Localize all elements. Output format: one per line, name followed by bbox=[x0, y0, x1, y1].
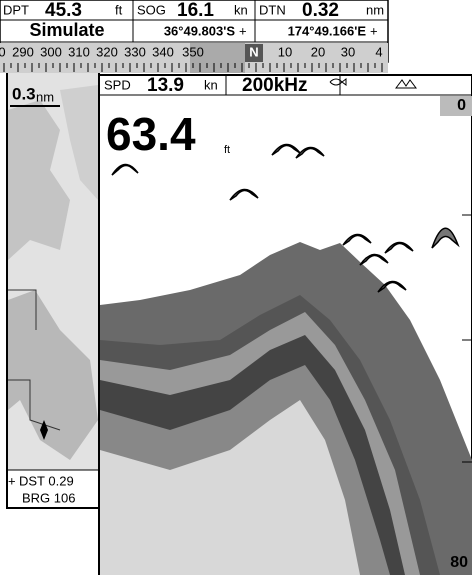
lat-cross: + bbox=[239, 23, 247, 38]
compass-label: 350 bbox=[182, 44, 204, 59]
top-bar: DPT 45.3 ft SOG 16.1 kn DTN 0.32 nm Simu… bbox=[0, 0, 389, 73]
compass-label: 290 bbox=[12, 44, 34, 59]
sonar-window: SPD 13.9 kn 200kHz 63.4 ft 0 80 bbox=[98, 74, 472, 575]
spd-unit: kn bbox=[204, 77, 218, 92]
compass-label: 300 bbox=[40, 44, 62, 59]
latitude: 36°49.803'S bbox=[164, 23, 236, 38]
dpt-value: 45.3 bbox=[45, 0, 82, 21]
range-top: 0 bbox=[457, 97, 466, 114]
sonar-icon bbox=[395, 79, 417, 89]
lon-cross: + bbox=[370, 23, 378, 38]
compass-label: 320 bbox=[96, 44, 118, 59]
compass-label: 340 bbox=[152, 44, 174, 59]
status: Simulate bbox=[29, 20, 104, 40]
compass-label: 10 bbox=[278, 44, 292, 59]
map-cross: + bbox=[8, 473, 16, 488]
range-bottom: 80 bbox=[450, 554, 468, 571]
dpt-label: DPT bbox=[3, 2, 29, 17]
compass-label: 4 bbox=[375, 44, 382, 59]
depth-unit: ft bbox=[224, 144, 230, 156]
spd-value: 13.9 bbox=[147, 75, 184, 96]
map-panel: 0.3 nm + DST 0.29 BRG 106 bbox=[6, 61, 100, 509]
sog-value: 16.1 bbox=[177, 0, 214, 21]
dtn-unit: nm bbox=[366, 2, 384, 17]
map-scale: 0.3 bbox=[12, 84, 36, 103]
brg: BRG 106 bbox=[22, 490, 75, 505]
dst: DST 0.29 bbox=[19, 473, 74, 488]
compass-label: 310 bbox=[68, 44, 90, 59]
compass-label: 330 bbox=[124, 44, 146, 59]
dtn-value: 0.32 bbox=[302, 0, 339, 21]
map-scale-unit: nm bbox=[36, 89, 54, 104]
longitude: 174°49.166'E bbox=[288, 23, 367, 38]
compass-label: 0 bbox=[0, 44, 6, 59]
compass-label: 20 bbox=[311, 44, 325, 59]
depth: 63.4 bbox=[106, 108, 196, 160]
dtn-label: DTN bbox=[259, 2, 286, 17]
sog-label: SOG bbox=[137, 2, 166, 17]
fish-icon bbox=[329, 78, 347, 86]
spd-label: SPD bbox=[104, 77, 131, 92]
frequency: 200kHz bbox=[242, 75, 308, 96]
dpt-unit: ft bbox=[115, 2, 123, 17]
compass-label: N bbox=[249, 44, 258, 59]
sog-unit: kn bbox=[234, 2, 248, 17]
compass-label: 30 bbox=[341, 44, 355, 59]
